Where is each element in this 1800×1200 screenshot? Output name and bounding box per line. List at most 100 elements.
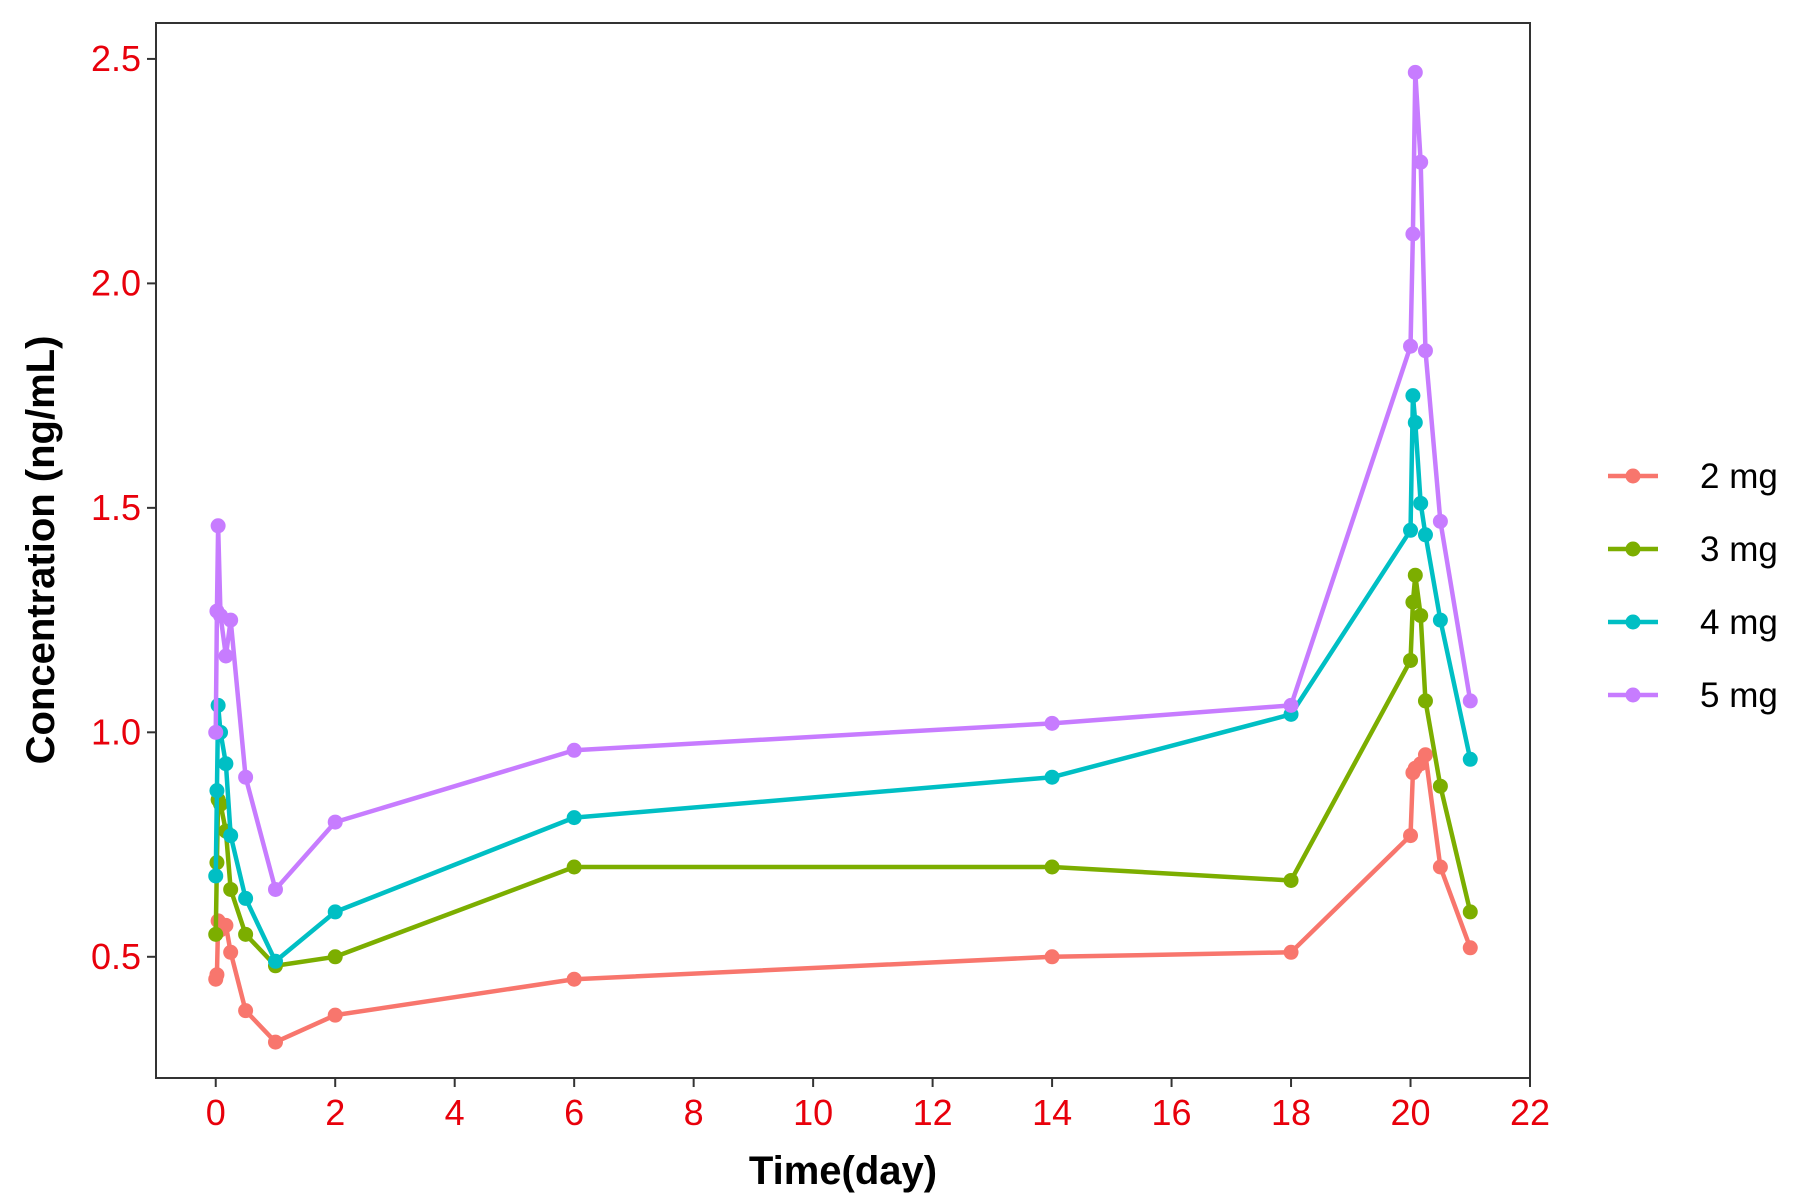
legend-label: 3 mg	[1700, 530, 1778, 569]
data-point-2-mg	[238, 1003, 254, 1019]
y-tick-label: 1.5	[91, 487, 141, 528]
data-point-3-mg	[1407, 567, 1423, 583]
data-point-2-mg	[1462, 940, 1478, 956]
data-point-5-mg	[218, 648, 234, 664]
data-point-3-mg	[223, 881, 239, 897]
data-point-3-mg	[327, 949, 343, 965]
legend-label: 4 mg	[1700, 603, 1778, 642]
legend-key-point	[1625, 687, 1641, 703]
data-point-2-mg	[1417, 747, 1433, 763]
data-point-2-mg	[566, 971, 582, 987]
data-point-2-mg	[327, 1007, 343, 1023]
series-line-5-mg	[213, 70, 1473, 892]
data-point-3-mg	[1413, 608, 1429, 624]
data-point-4-mg	[327, 904, 343, 920]
data-point-3-mg	[566, 859, 582, 875]
data-point-4-mg	[1405, 388, 1421, 404]
data-point-2-mg	[223, 944, 239, 960]
panel-border	[155, 22, 1531, 1079]
series-2-mg	[208, 747, 1478, 1050]
data-point-4-mg	[238, 890, 254, 906]
data-point-2-mg	[1283, 944, 1299, 960]
legend-label: 2 mg	[1700, 457, 1778, 496]
data-point-5-mg	[1044, 715, 1060, 731]
data-point-5-mg	[1405, 226, 1421, 242]
legend-item-3-mg: 3 mg	[1608, 530, 1778, 569]
data-point-3-mg	[1405, 594, 1421, 610]
series-layer	[208, 64, 1478, 1050]
data-point-4-mg	[1403, 522, 1419, 538]
legend: 2 mg 3 mg 4 mg 5 mg	[1608, 457, 1778, 715]
data-point-2-mg	[209, 967, 225, 983]
data-point-4-mg	[223, 828, 239, 844]
data-point-2-mg	[1432, 859, 1448, 875]
data-point-3-mg	[1417, 693, 1433, 709]
legend-key-point	[1625, 468, 1641, 484]
data-point-3-mg	[1462, 904, 1478, 920]
y-axis-title: Concentration (ng/mL)	[19, 336, 63, 765]
x-tick-label: 18	[1271, 1092, 1311, 1133]
data-point-5-mg	[208, 724, 224, 740]
data-point-5-mg	[1462, 693, 1478, 709]
data-point-4-mg	[208, 868, 224, 884]
x-tick-label: 16	[1152, 1092, 1192, 1133]
x-axis: 0 2 4 6 8 10 12 14 16 18 20 22	[206, 1078, 1550, 1133]
x-tick-label: 4	[445, 1092, 465, 1133]
legend-item-4-mg: 4 mg	[1608, 603, 1778, 642]
legend-label: 5 mg	[1700, 676, 1778, 715]
x-tick-label: 8	[684, 1092, 704, 1133]
data-point-4-mg	[1417, 527, 1433, 543]
data-point-3-mg	[238, 926, 254, 942]
x-tick-label: 22	[1510, 1092, 1550, 1133]
data-point-2-mg	[1044, 949, 1060, 965]
data-point-2-mg	[1403, 828, 1419, 844]
series-line-2-mg	[213, 752, 1473, 1045]
x-tick-label: 0	[206, 1092, 226, 1133]
data-point-2-mg	[267, 1034, 283, 1050]
data-point-3-mg	[1403, 652, 1419, 668]
legend-key-point	[1625, 614, 1641, 630]
x-axis-title: Time(day)	[749, 1149, 937, 1193]
x-tick-label: 6	[564, 1092, 584, 1133]
legend-item-5-mg: 5 mg	[1608, 676, 1778, 715]
data-point-3-mg	[208, 926, 224, 942]
x-tick-label: 10	[793, 1092, 833, 1133]
x-tick-label: 20	[1390, 1092, 1430, 1133]
data-point-5-mg	[1413, 154, 1429, 170]
data-point-2-mg	[218, 917, 234, 933]
data-point-5-mg	[223, 612, 239, 628]
data-point-4-mg	[1462, 751, 1478, 767]
series-3-mg	[208, 567, 1478, 974]
x-tick-label: 2	[325, 1092, 345, 1133]
data-point-4-mg	[218, 756, 234, 772]
y-axis: 0.5 1.0 1.5 2.0 2.5	[91, 38, 156, 977]
data-point-5-mg	[1432, 513, 1448, 529]
data-point-5-mg	[1417, 343, 1433, 359]
data-point-4-mg	[1407, 415, 1423, 431]
data-point-3-mg	[1044, 859, 1060, 875]
x-tick-label: 12	[913, 1092, 953, 1133]
data-point-4-mg	[1044, 769, 1060, 785]
data-point-5-mg	[1283, 697, 1299, 713]
data-point-4-mg	[209, 783, 225, 799]
data-point-4-mg	[1413, 495, 1429, 511]
data-point-4-mg	[1432, 612, 1448, 628]
data-point-5-mg	[1407, 64, 1423, 80]
series-line-4-mg	[213, 393, 1473, 964]
y-tick-label: 2.5	[91, 38, 141, 79]
data-point-5-mg	[566, 742, 582, 758]
data-point-5-mg	[1403, 338, 1419, 354]
data-point-5-mg	[238, 769, 254, 785]
y-tick-label: 0.5	[91, 936, 141, 977]
data-point-5-mg	[267, 881, 283, 897]
legend-item-2-mg: 2 mg	[1608, 457, 1778, 496]
data-point-5-mg	[210, 518, 226, 534]
y-tick-label: 2.0	[91, 262, 141, 303]
data-point-4-mg	[566, 810, 582, 826]
legend-key-point	[1625, 541, 1641, 557]
data-point-3-mg	[1283, 872, 1299, 888]
series-line-3-mg	[213, 572, 1473, 969]
series-5-mg	[208, 64, 1478, 897]
